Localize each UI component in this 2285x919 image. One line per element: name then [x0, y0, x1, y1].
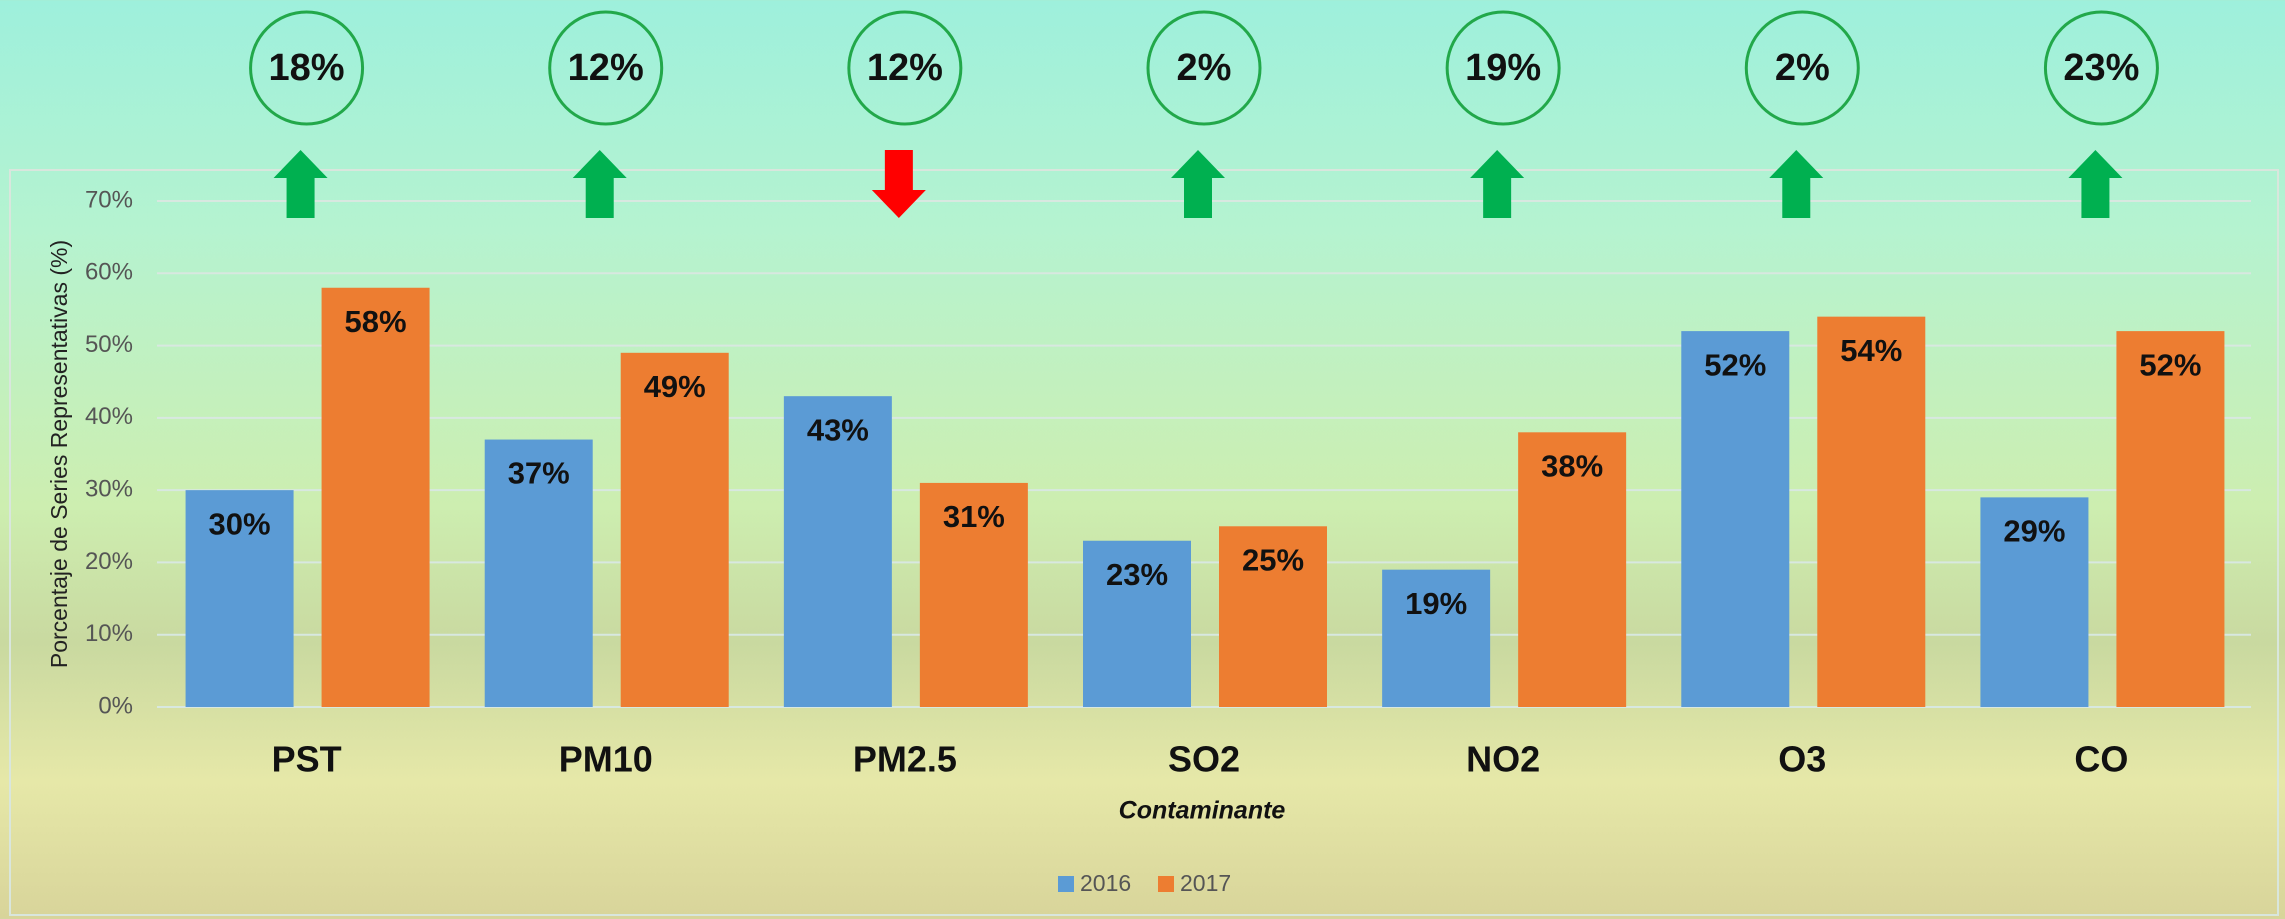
- change-label: 12%: [568, 47, 644, 89]
- bar: [919, 482, 1028, 707]
- y-tick-label: 60%: [85, 259, 133, 286]
- arrow-up: [1470, 150, 1525, 218]
- bar: [620, 352, 729, 707]
- x-axis-title: Contaminante: [1119, 797, 1286, 825]
- bar: [185, 490, 294, 707]
- arrow-up: [572, 150, 627, 218]
- change-circle: [2043, 10, 2159, 126]
- bar: [783, 396, 892, 707]
- y-tick-label: 40%: [85, 403, 133, 430]
- bar: [1382, 569, 1491, 707]
- y-tick-label: 50%: [85, 331, 133, 358]
- data-label: 43%: [807, 412, 869, 447]
- bar: [1817, 316, 1926, 707]
- change-label: 23%: [2063, 47, 2139, 89]
- change-label: 2%: [1177, 47, 1232, 89]
- bar: [1980, 497, 2089, 707]
- legend-swatch: [1058, 876, 1074, 892]
- arrow-up: [273, 150, 328, 218]
- data-label: 52%: [2139, 347, 2201, 382]
- arrow-up: [1769, 150, 1824, 218]
- change-circle: [1744, 10, 1860, 126]
- x-tick-label: CO: [2074, 739, 2128, 780]
- data-label: 58%: [345, 304, 407, 339]
- y-tick-label: 70%: [85, 186, 133, 213]
- arrow-up: [1171, 150, 1225, 218]
- y-axis-title: Porcentaje de Series Representativas (%): [46, 240, 72, 668]
- change-circle: [548, 10, 664, 126]
- arrow-down: [871, 150, 926, 218]
- data-label: 30%: [209, 506, 271, 541]
- x-tick-label: PST: [272, 739, 342, 780]
- data-label: 25%: [1242, 542, 1304, 577]
- data-label: 54%: [1840, 333, 1902, 368]
- x-tick-label: PM10: [559, 739, 653, 780]
- change-label: 19%: [1465, 47, 1541, 89]
- y-tick-label: 30%: [85, 475, 133, 502]
- change-circle: [249, 10, 365, 126]
- y-tick-label: 10%: [85, 620, 133, 647]
- bar: [1083, 540, 1191, 707]
- data-label: 49%: [644, 369, 706, 404]
- legend-label: 2016: [1080, 870, 1131, 896]
- x-tick-label: NO2: [1466, 739, 1540, 780]
- data-label: 19%: [1405, 586, 1467, 621]
- bar: [321, 287, 430, 707]
- bar: [484, 439, 593, 707]
- bar: [1518, 432, 1627, 707]
- change-label: 2%: [1775, 47, 1830, 89]
- change-circle: [1146, 10, 1262, 126]
- bar: [2116, 331, 2225, 707]
- legend-label: 2017: [1180, 870, 1231, 896]
- x-tick-label: PM2.5: [853, 739, 957, 780]
- data-label: 37%: [508, 456, 570, 491]
- change-label: 12%: [867, 47, 943, 89]
- plot-frame: [9, 169, 2279, 916]
- x-tick-label: SO2: [1168, 739, 1240, 780]
- x-tick-label: O3: [1778, 739, 1826, 780]
- change-circle: [1445, 10, 1561, 126]
- data-label: 23%: [1106, 557, 1168, 592]
- y-tick-label: 20%: [85, 548, 133, 575]
- bar: [1681, 331, 1790, 707]
- y-tick-label: 0%: [98, 692, 133, 719]
- data-label: 31%: [943, 499, 1005, 534]
- legend-swatch: [1158, 876, 1174, 892]
- change-circle: [847, 10, 963, 126]
- bar: [1219, 526, 1327, 707]
- change-label: 18%: [269, 47, 345, 89]
- arrow-up: [2068, 150, 2123, 218]
- data-label: 29%: [2003, 514, 2065, 549]
- data-label: 38%: [1541, 449, 1603, 484]
- data-label: 52%: [1704, 347, 1766, 382]
